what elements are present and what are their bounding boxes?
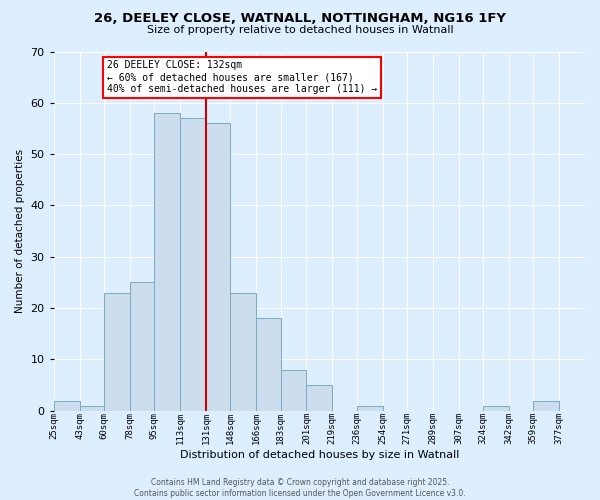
Bar xyxy=(206,124,230,411)
Bar xyxy=(80,406,104,411)
Bar xyxy=(256,318,281,411)
Bar xyxy=(230,292,256,411)
X-axis label: Distribution of detached houses by size in Watnall: Distribution of detached houses by size … xyxy=(179,450,459,460)
Bar xyxy=(104,292,130,411)
Bar xyxy=(54,400,80,411)
Text: 26 DEELEY CLOSE: 132sqm
← 60% of detached houses are smaller (167)
40% of semi-d: 26 DEELEY CLOSE: 132sqm ← 60% of detache… xyxy=(107,60,377,94)
Text: Size of property relative to detached houses in Watnall: Size of property relative to detached ho… xyxy=(146,25,454,35)
Bar xyxy=(483,406,509,411)
Bar xyxy=(130,282,154,411)
Y-axis label: Number of detached properties: Number of detached properties xyxy=(15,149,25,313)
Bar xyxy=(356,406,383,411)
Text: 26, DEELEY CLOSE, WATNALL, NOTTINGHAM, NG16 1FY: 26, DEELEY CLOSE, WATNALL, NOTTINGHAM, N… xyxy=(94,12,506,26)
Bar xyxy=(180,118,206,411)
Bar xyxy=(533,400,559,411)
Text: Contains HM Land Registry data © Crown copyright and database right 2025.
Contai: Contains HM Land Registry data © Crown c… xyxy=(134,478,466,498)
Bar xyxy=(307,385,332,411)
Bar xyxy=(281,370,307,411)
Bar xyxy=(154,113,180,411)
